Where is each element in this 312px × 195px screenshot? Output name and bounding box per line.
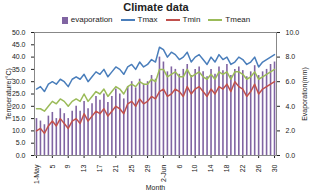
svg-text:14: 14 — [207, 164, 214, 172]
svg-text:9: 9 — [64, 164, 71, 168]
svg-text:17: 17 — [96, 164, 103, 172]
svg-text:25.0: 25.0 — [12, 90, 26, 97]
svg-text:50.0: 50.0 — [12, 29, 26, 36]
svg-text:30.0: 30.0 — [12, 78, 26, 85]
svg-text:26: 26 — [255, 164, 262, 172]
svg-text:15.0: 15.0 — [12, 115, 26, 122]
svg-text:29: 29 — [144, 164, 151, 172]
svg-text:1-May: 1-May — [33, 164, 41, 184]
svg-text:2.0: 2.0 — [286, 127, 296, 134]
svg-text:18: 18 — [223, 164, 230, 172]
svg-text:0.0: 0.0 — [286, 152, 296, 159]
svg-text:22: 22 — [239, 164, 246, 172]
svg-text:4.0: 4.0 — [286, 103, 296, 110]
svg-text:5.0: 5.0 — [16, 139, 26, 146]
svg-text:30: 30 — [271, 164, 278, 172]
svg-text:21: 21 — [112, 164, 119, 172]
svg-text:20.0: 20.0 — [12, 103, 26, 110]
svg-text:10.0: 10.0 — [12, 127, 26, 134]
svg-text:2-Jun: 2-Jun — [160, 164, 167, 182]
svg-text:Evaporation(mm): Evaporation(mm) — [301, 67, 309, 121]
svg-text:Temperature(°C): Temperature(°C) — [5, 68, 13, 120]
svg-text:6.0: 6.0 — [286, 78, 296, 85]
svg-text:40.0: 40.0 — [12, 53, 26, 60]
svg-text:10.0: 10.0 — [286, 29, 300, 36]
html-text:Tmin: Tmin — [182, 15, 201, 24]
svg-text:45.0: 45.0 — [12, 41, 26, 48]
html-text:evaporation: evaporation — [70, 15, 113, 24]
svg-text:6: 6 — [176, 164, 183, 168]
svg-text:8.0: 8.0 — [286, 53, 296, 60]
svg-text:25: 25 — [128, 164, 135, 172]
svg-text:35.0: 35.0 — [12, 66, 26, 73]
svg-text:13: 13 — [80, 164, 87, 172]
svg-text:10: 10 — [191, 164, 198, 172]
html-text:Climate data: Climate data — [123, 1, 189, 13]
svg-text:5: 5 — [49, 164, 56, 168]
html-text:Tmax: Tmax — [137, 15, 158, 24]
html-text:Tmean: Tmean — [225, 15, 251, 24]
svg-text:Month: Month — [146, 184, 166, 191]
svg-text:0.0: 0.0 — [16, 152, 26, 159]
